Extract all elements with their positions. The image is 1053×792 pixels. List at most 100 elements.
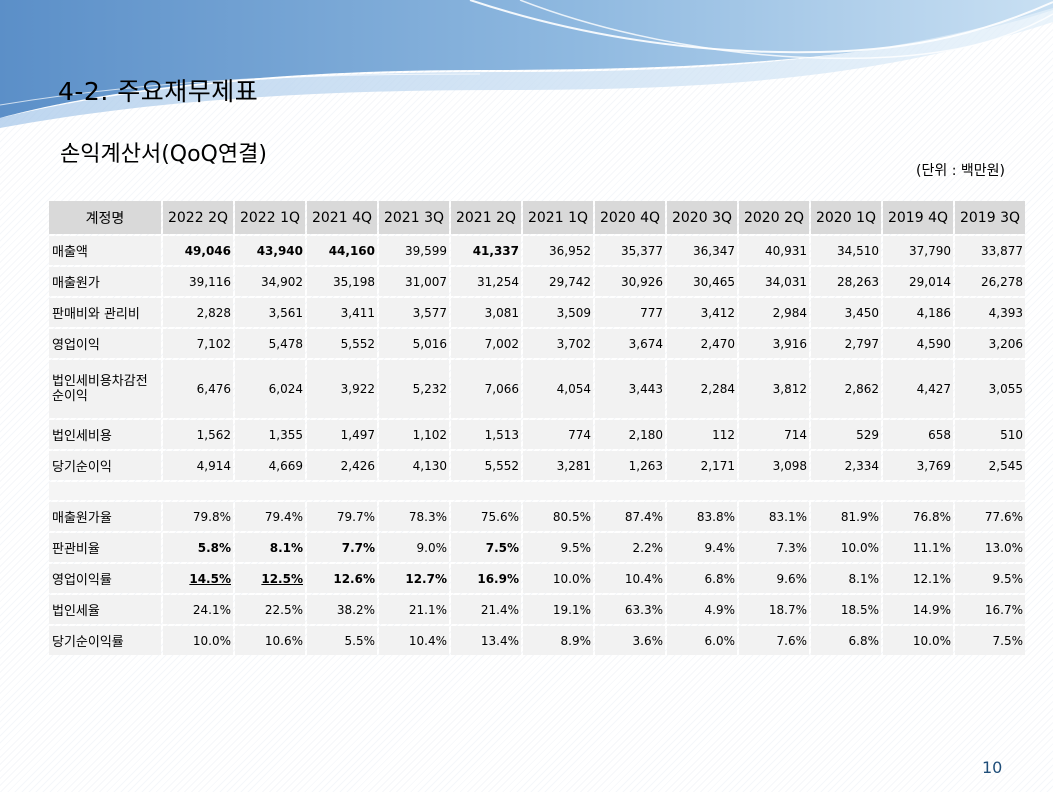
value-cell: 37,790: [883, 236, 953, 265]
value-cell: 21.1%: [379, 595, 449, 624]
value-cell: 5,552: [451, 451, 521, 480]
value-cell: 40,931: [739, 236, 809, 265]
value-cell: 36,952: [523, 236, 593, 265]
value-cell: 6.8%: [811, 626, 881, 655]
value-cell: 31,254: [451, 267, 521, 296]
value-cell: 7.6%: [739, 626, 809, 655]
value-cell: 41,337: [451, 236, 521, 265]
period-header: 2021 1Q: [523, 201, 593, 234]
value-cell: 4,393: [955, 298, 1025, 327]
value-cell: 777: [595, 298, 665, 327]
table-row: 당기순이익 4,914 4,669 2,426 4,130 5,552 3,28…: [49, 451, 1025, 480]
table-row: 당기순이익률 10.0% 10.6% 5.5% 10.4% 13.4% 8.9%…: [49, 626, 1025, 655]
value-cell: 3,411: [307, 298, 377, 327]
value-cell: 1,562: [163, 420, 233, 449]
value-cell: 3,674: [595, 329, 665, 358]
value-cell: 5,232: [379, 360, 449, 418]
value-cell: 19.1%: [523, 595, 593, 624]
row-label: 당기순이익률: [49, 626, 161, 655]
value-cell: 7.5%: [451, 533, 521, 562]
value-cell: 81.9%: [811, 502, 881, 531]
value-cell: 7,002: [451, 329, 521, 358]
value-cell: 2,797: [811, 329, 881, 358]
value-cell: 10.0%: [523, 564, 593, 593]
value-cell: 3,812: [739, 360, 809, 418]
value-cell: 9.6%: [739, 564, 809, 593]
unit-label: (단위 : 백만원): [916, 163, 1005, 179]
value-cell: 1,355: [235, 420, 305, 449]
value-cell: 3,702: [523, 329, 593, 358]
value-cell: 7,066: [451, 360, 521, 418]
page-title: 4-2. 주요재무제표: [58, 77, 259, 106]
value-cell: 21.4%: [451, 595, 521, 624]
value-cell: 39,599: [379, 236, 449, 265]
value-cell: 7,102: [163, 329, 233, 358]
income-statement-table: 계정명 2022 2Q 2022 1Q 2021 4Q 2021 3Q 2021…: [47, 199, 1027, 657]
value-cell: 87.4%: [595, 502, 665, 531]
row-label: 법인세비용차감전순이익: [49, 360, 161, 418]
value-cell: 3,561: [235, 298, 305, 327]
value-cell: 43,940: [235, 236, 305, 265]
section-subtitle: 손익계산서(QoQ연결): [60, 142, 267, 167]
value-cell: 35,198: [307, 267, 377, 296]
value-cell: 77.6%: [955, 502, 1025, 531]
value-cell: 39,116: [163, 267, 233, 296]
value-cell: 6.8%: [667, 564, 737, 593]
value-cell: 34,510: [811, 236, 881, 265]
value-cell: 3,081: [451, 298, 521, 327]
value-cell: 10.4%: [379, 626, 449, 655]
value-cell: 63.3%: [595, 595, 665, 624]
value-cell: 4,669: [235, 451, 305, 480]
period-header: 2020 3Q: [667, 201, 737, 234]
value-cell: 34,902: [235, 267, 305, 296]
value-cell: 18.7%: [739, 595, 809, 624]
value-cell: 10.0%: [811, 533, 881, 562]
value-cell: 83.8%: [667, 502, 737, 531]
value-cell: 11.1%: [883, 533, 953, 562]
value-cell: 8.1%: [811, 564, 881, 593]
period-header: 2019 4Q: [883, 201, 953, 234]
value-cell: 10.0%: [883, 626, 953, 655]
value-cell: 22.5%: [235, 595, 305, 624]
value-cell: 44,160: [307, 236, 377, 265]
value-cell: 49,046: [163, 236, 233, 265]
value-cell: 10.6%: [235, 626, 305, 655]
period-header: 2021 2Q: [451, 201, 521, 234]
table-row: 매출원가율 79.8% 79.4% 79.7% 78.3% 75.6% 80.5…: [49, 502, 1025, 531]
value-cell: 5,478: [235, 329, 305, 358]
row-label: 영업이익률: [49, 564, 161, 593]
value-cell: 29,014: [883, 267, 953, 296]
row-label: 매출액: [49, 236, 161, 265]
value-cell: 12.5%: [235, 564, 305, 593]
value-cell: 76.8%: [883, 502, 953, 531]
value-cell: 7.3%: [739, 533, 809, 562]
value-cell: 13.0%: [955, 533, 1025, 562]
row-label: 매출원가율: [49, 502, 161, 531]
value-cell: 29,742: [523, 267, 593, 296]
value-cell: 1,497: [307, 420, 377, 449]
value-cell: 8.9%: [523, 626, 593, 655]
value-cell: 3,412: [667, 298, 737, 327]
value-cell: 510: [955, 420, 1025, 449]
value-cell: 4,914: [163, 451, 233, 480]
value-cell: 83.1%: [739, 502, 809, 531]
value-cell: 79.7%: [307, 502, 377, 531]
period-header: 2020 4Q: [595, 201, 665, 234]
value-cell: 12.7%: [379, 564, 449, 593]
value-cell: 79.4%: [235, 502, 305, 531]
row-label: 법인세비용: [49, 420, 161, 449]
value-cell: 2,984: [739, 298, 809, 327]
row-label: 매출원가: [49, 267, 161, 296]
value-cell: 9.5%: [955, 564, 1025, 593]
value-cell: 75.6%: [451, 502, 521, 531]
value-cell: 4,186: [883, 298, 953, 327]
row-label: 법인세율: [49, 595, 161, 624]
value-cell: 3,281: [523, 451, 593, 480]
value-cell: 16.9%: [451, 564, 521, 593]
value-cell: 28,263: [811, 267, 881, 296]
value-cell: 529: [811, 420, 881, 449]
value-cell: 774: [523, 420, 593, 449]
period-header: 2021 3Q: [379, 201, 449, 234]
table-row: 매출액 49,046 43,940 44,160 39,599 41,337 3…: [49, 236, 1025, 265]
table-header-row: 계정명 2022 2Q 2022 1Q 2021 4Q 2021 3Q 2021…: [49, 201, 1025, 234]
